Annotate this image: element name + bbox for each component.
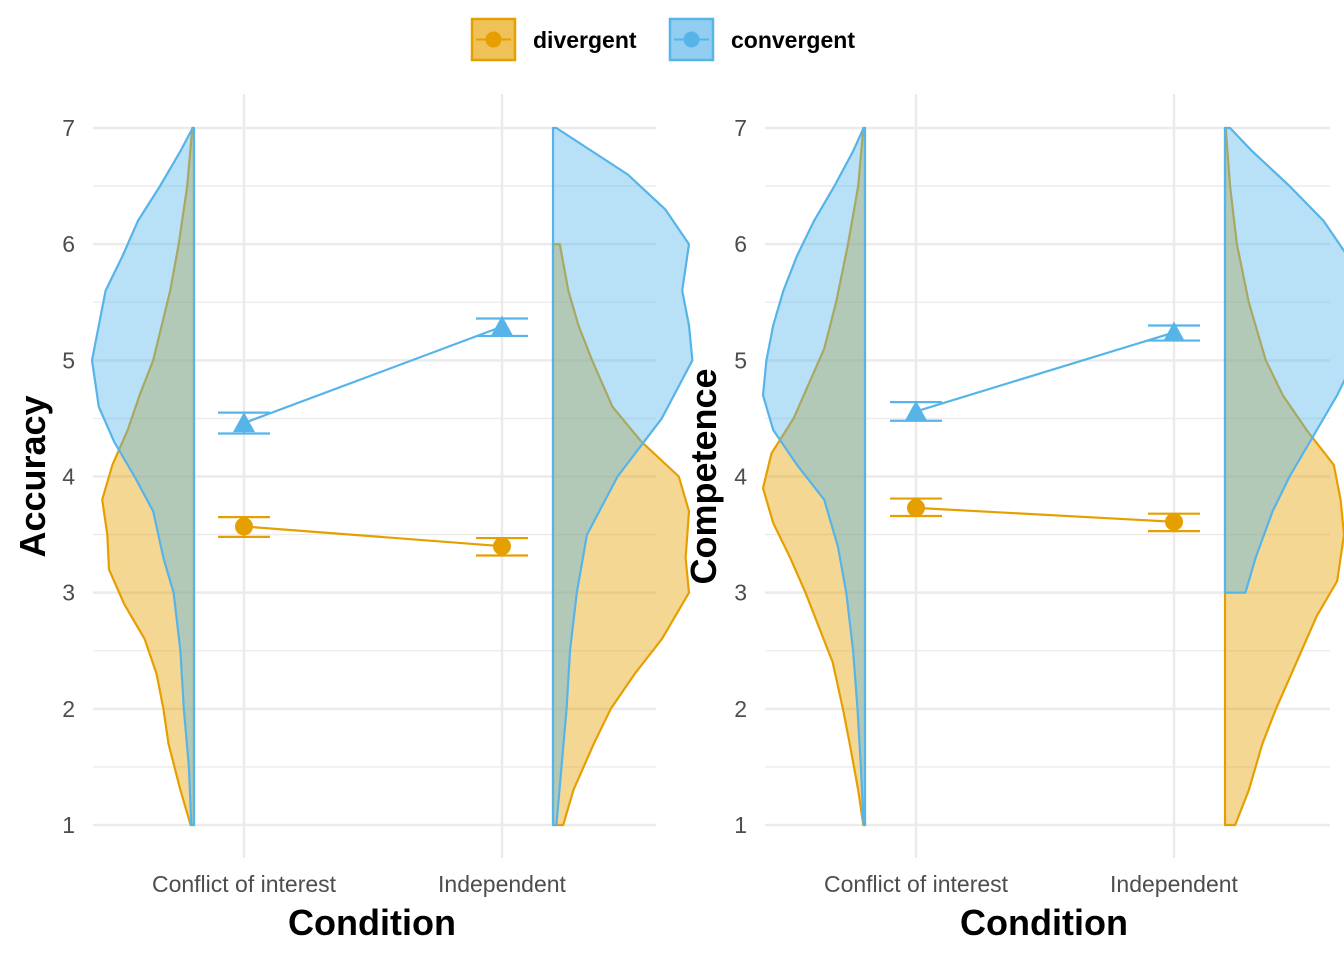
y-tick-label: 6 xyxy=(62,231,75,257)
x-tick-label-conflict-of-interest: Conflict of interest xyxy=(824,871,1009,897)
series-divergent xyxy=(890,497,1200,533)
mean-line-divergent xyxy=(915,506,1175,523)
y-tick-label: 3 xyxy=(62,580,75,606)
y-tick-label: 7 xyxy=(62,115,75,141)
density-divergent-independent xyxy=(1223,126,1344,827)
legend-key-convergent xyxy=(668,17,715,62)
density-convergent-conflict-of-interest xyxy=(90,126,196,827)
x-tick-label-independent: Independent xyxy=(1110,871,1239,897)
y-tick-label: 4 xyxy=(62,464,75,490)
competence-panel: 1 2 3 4 5 6 7 Conflict of interest Independent Co… xyxy=(683,94,1344,943)
y-tick-label: 3 xyxy=(734,580,747,606)
legend-key-divergent xyxy=(470,17,517,62)
y-tick-label: 6 xyxy=(734,231,747,257)
mean-point-divergent xyxy=(493,537,511,556)
y-axis-title: Accuracy xyxy=(12,395,53,557)
mean-point-divergent xyxy=(907,498,925,517)
y-tick-label: 1 xyxy=(734,812,747,838)
y-axis-title: Competence xyxy=(683,368,724,584)
y-tick-label: 5 xyxy=(734,347,747,373)
series-convergent xyxy=(890,321,1200,422)
x-axis-title: Condition xyxy=(288,902,456,943)
density-divergent-independent xyxy=(551,243,691,827)
mean-line-convergent xyxy=(243,325,503,425)
mean-line-convergent xyxy=(915,331,1175,413)
mean-point-convergent xyxy=(905,400,927,421)
x-tick-label-conflict-of-interest: Conflict of interest xyxy=(152,871,337,897)
y-tick-label: 2 xyxy=(734,696,747,722)
x-tick-label-independent: Independent xyxy=(438,871,567,897)
density-divergent-conflict-of-interest xyxy=(101,126,196,827)
y-tick-label: 2 xyxy=(62,696,75,722)
legend-label-convergent: convergent xyxy=(731,27,855,53)
mean-point-divergent xyxy=(235,517,253,536)
y-tick-label: 4 xyxy=(734,464,747,490)
y-tick-label: 1 xyxy=(62,812,75,838)
y-tick-label: 7 xyxy=(734,115,747,141)
mean-point-convergent xyxy=(233,412,255,433)
accuracy-panel: 1 2 3 4 5 6 7 Conflict of interest Independent Co… xyxy=(12,94,694,943)
legend-label-divergent: divergent xyxy=(533,27,637,53)
density-divergent-conflict-of-interest xyxy=(761,126,867,827)
mean-point-convergent xyxy=(491,315,513,336)
mean-point-convergent xyxy=(1163,321,1185,342)
x-axis-title: Condition xyxy=(960,902,1128,943)
legend: divergent convergent xyxy=(470,17,855,62)
series-divergent xyxy=(218,516,528,557)
density-convergent-independent xyxy=(551,126,694,827)
y-tick-label: 5 xyxy=(62,347,75,373)
mean-line-divergent xyxy=(243,525,503,548)
series-convergent xyxy=(218,315,528,435)
gridlines xyxy=(765,94,1330,858)
mean-point-divergent xyxy=(1165,512,1183,531)
density-convergent-conflict-of-interest xyxy=(761,126,867,827)
density-convergent-independent xyxy=(1223,126,1344,594)
